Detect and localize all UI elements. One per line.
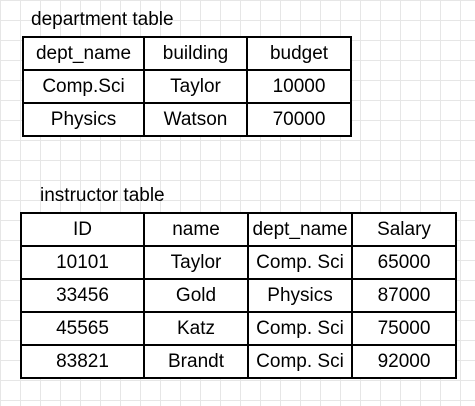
table-cell: 83821 [20, 344, 145, 379]
table-row: 33456 Gold Physics 87000 [20, 278, 457, 313]
table-header-row: ID name dept_name Salary [20, 212, 457, 247]
header-cell-dept-name: dept_name [247, 212, 353, 247]
header-cell-dept-name: dept_name [22, 36, 145, 71]
table-cell: Gold [143, 278, 249, 313]
table-row: 83821 Brandt Comp. Sci 92000 [20, 344, 457, 379]
table-cell: 33456 [20, 278, 145, 313]
table-cell: Physics [22, 102, 145, 137]
table-cell: Katz [143, 311, 249, 346]
table-cell: 75000 [351, 311, 457, 346]
table-cell: 87000 [351, 278, 457, 313]
header-cell-building: building [143, 36, 248, 71]
table-row: 45565 Katz Comp. Sci 75000 [20, 311, 457, 346]
instructor-table-caption: instructor table [40, 185, 165, 206]
table-cell: 92000 [351, 344, 457, 379]
table-cell: 10101 [20, 245, 145, 280]
instructor-table: ID name dept_name Salary 10101 Taylor Co… [20, 212, 457, 379]
table-cell: 45565 [20, 311, 145, 346]
table-cell: Comp. Sci [247, 245, 353, 280]
header-cell-salary: Salary [351, 212, 457, 247]
table-cell: Comp. Sci [247, 311, 353, 346]
table-cell: Comp.Sci [22, 69, 145, 104]
table-cell: 65000 [351, 245, 457, 280]
table-row: Physics Watson 70000 [22, 102, 352, 137]
table-cell: Comp. Sci [247, 344, 353, 379]
table-row: 10101 Taylor Comp. Sci 65000 [20, 245, 457, 280]
table-cell: 70000 [246, 102, 352, 137]
department-table: dept_name building budget Comp.Sci Taylo… [22, 36, 352, 137]
header-cell-name: name [143, 212, 249, 247]
table-cell: Taylor [143, 245, 249, 280]
table-header-row: dept_name building budget [22, 36, 352, 71]
department-table-caption: department table [31, 9, 174, 30]
table-cell: 10000 [246, 69, 352, 104]
header-cell-budget: budget [246, 36, 352, 71]
table-cell: Watson [143, 102, 248, 137]
header-cell-id: ID [20, 212, 145, 247]
table-cell: Brandt [143, 344, 249, 379]
table-cell: Taylor [143, 69, 248, 104]
table-row: Comp.Sci Taylor 10000 [22, 69, 352, 104]
table-cell: Physics [247, 278, 353, 313]
